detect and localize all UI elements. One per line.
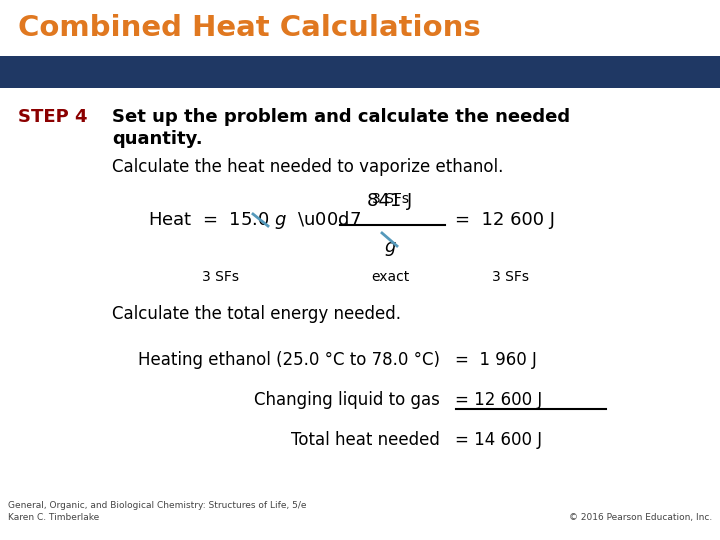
- Text: Total heat needed: Total heat needed: [291, 431, 440, 449]
- Text: © 2016 Pearson Education, Inc.: © 2016 Pearson Education, Inc.: [569, 513, 712, 522]
- Text: 3 SFs: 3 SFs: [372, 192, 408, 206]
- Text: Calculate the heat needed to vaporize ethanol.: Calculate the heat needed to vaporize et…: [112, 158, 503, 176]
- Text: General, Organic, and Biological Chemistry: Structures of Life, 5/e
Karen C. Tim: General, Organic, and Biological Chemist…: [8, 501, 307, 522]
- Bar: [0, 56, 720, 88]
- Text: Changing liquid to gas: Changing liquid to gas: [254, 391, 440, 409]
- Text: 3 SFs: 3 SFs: [492, 270, 528, 284]
- Text: Heating ethanol (25.0 °C to 78.0 °C): Heating ethanol (25.0 °C to 78.0 °C): [138, 351, 440, 369]
- Text: = 12 600 J: = 12 600 J: [455, 391, 542, 409]
- Text: 841 J: 841 J: [367, 192, 413, 210]
- Text: quantity.: quantity.: [112, 130, 202, 148]
- Text: Heat  =  15.0 $\mathit{g}$  \u00d7: Heat = 15.0 $\mathit{g}$ \u00d7: [148, 209, 361, 231]
- Text: exact: exact: [371, 270, 409, 284]
- Text: Set up the problem and calculate the needed: Set up the problem and calculate the nee…: [112, 108, 570, 126]
- Text: =  12 600 J: = 12 600 J: [455, 211, 555, 229]
- Text: Combined Heat Calculations: Combined Heat Calculations: [18, 14, 481, 42]
- Text: 3 SFs: 3 SFs: [202, 270, 238, 284]
- Text: STEP 4: STEP 4: [18, 108, 88, 126]
- Text: Calculate the total energy needed.: Calculate the total energy needed.: [112, 305, 401, 323]
- Text: = 14 600 J: = 14 600 J: [455, 431, 542, 449]
- Text: =  1 960 J: = 1 960 J: [455, 351, 537, 369]
- Text: $\mathit{g}$: $\mathit{g}$: [384, 240, 397, 258]
